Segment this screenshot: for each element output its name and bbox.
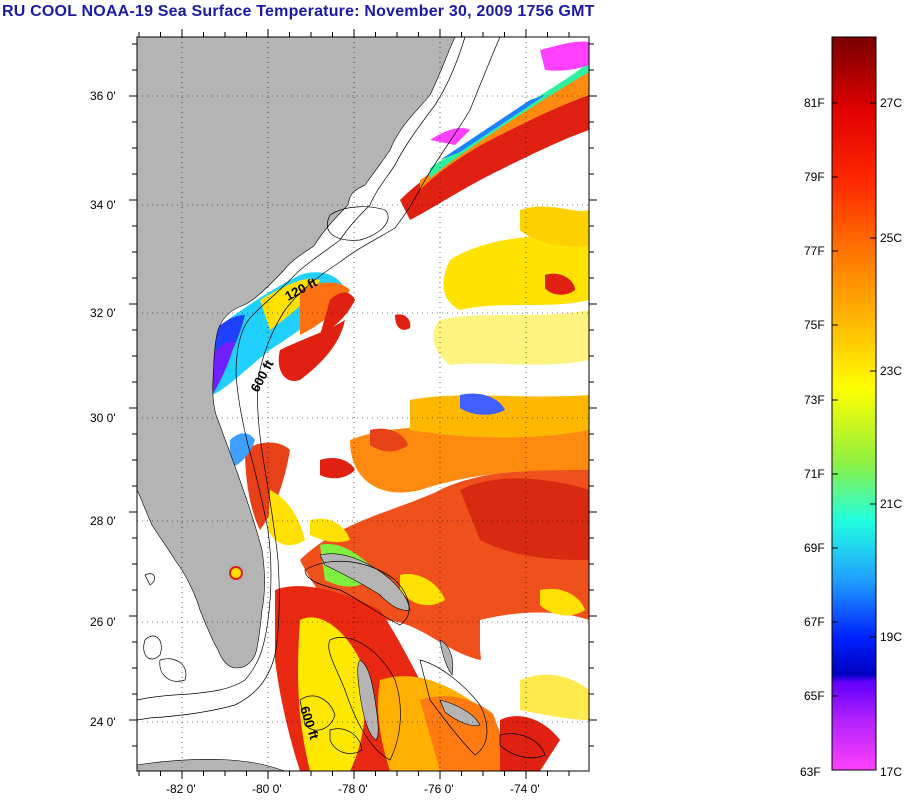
colorbar-f-label: 79F — [804, 170, 825, 184]
colorbar-c-label: 21C — [880, 497, 902, 511]
colorbar-f-label: 71F — [804, 467, 825, 481]
map-title: RU COOL NOAA-19 Sea Surface Temperature:… — [2, 3, 595, 20]
colorbar-c-label: 27C — [880, 96, 902, 110]
land-andros — [357, 659, 379, 741]
colorbar-f-label: 81F — [804, 96, 825, 110]
temperature-colorbar: 81F 79F 77F 75F 73F 71F 69F 67F 65F 63F … — [800, 36, 902, 779]
colorbar-c-label: 17C — [880, 765, 902, 779]
lon-label: -80 0' — [252, 782, 282, 796]
longitude-labels: -82 0' -80 0' -78 0' -76 0' -74 0' — [166, 782, 540, 796]
sst-data-layer — [212, 41, 589, 771]
lat-label: 24 0' — [90, 715, 116, 729]
land-mass — [137, 37, 456, 669]
frame-ticks — [129, 29, 597, 779]
colorbar-fahrenheit-labels: 81F 79F 77F 75F 73F 71F 69F 67F 65F 63F — [800, 96, 825, 779]
land-cuba — [137, 758, 286, 771]
lon-label: -74 0' — [510, 782, 540, 796]
colorbar-ticks — [832, 102, 876, 697]
lat-label: 30 0' — [90, 411, 116, 425]
lon-label: -76 0' — [424, 782, 454, 796]
lat-label: 36 0' — [90, 89, 116, 103]
lon-label: -78 0' — [338, 782, 368, 796]
colorbar-f-label: 77F — [804, 244, 825, 258]
land-grand-bahama — [319, 553, 411, 611]
lat-label: 34 0' — [90, 198, 116, 212]
bathymetry-contours — [137, 37, 546, 761]
lat-label: 32 0' — [90, 306, 116, 320]
colorbar-f-label: 67F — [804, 615, 825, 629]
lake-okeechobee — [229, 566, 243, 580]
colorbar-f-label: 69F — [804, 541, 825, 555]
colorbar-c-label: 19C — [880, 630, 902, 644]
graticule — [137, 37, 589, 771]
colorbar-f-label: 63F — [800, 765, 821, 779]
colorbar-celsius-labels: 27C 25C 23C 21C 19C 17C — [880, 96, 902, 779]
colorbar-f-label: 75F — [804, 318, 825, 332]
lon-label: -82 0' — [166, 782, 196, 796]
lat-label: 28 0' — [90, 514, 116, 528]
map-layers — [137, 37, 589, 771]
lat-label: 26 0' — [90, 615, 116, 629]
land-eleuthera — [439, 639, 454, 676]
colorbar-c-label: 23C — [880, 364, 902, 378]
colorbar-f-label: 65F — [804, 689, 825, 703]
latitude-labels: 36 0' 34 0' 32 0' 30 0' 28 0' 26 0' 24 0… — [90, 89, 116, 729]
land-exuma — [439, 699, 481, 726]
colorbar-gradient — [831, 36, 877, 771]
colorbar-c-label: 25C — [880, 231, 902, 245]
map-frame — [136, 36, 590, 772]
colorbar-f-label: 73F — [804, 393, 825, 407]
